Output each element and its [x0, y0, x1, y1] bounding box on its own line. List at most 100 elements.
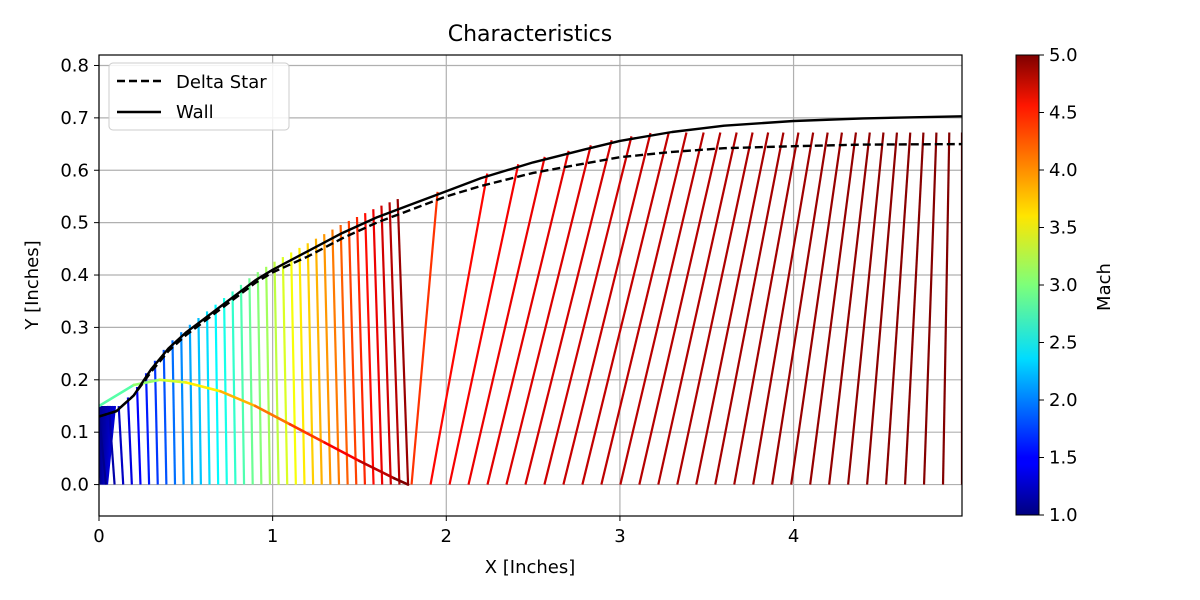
y-ticks: 0.0 0.1 0.2 0.3 0.4 0.5 0.6 0.7 0.8 — [60, 55, 99, 496]
fan-characteristic — [290, 252, 297, 485]
fan-characteristic — [135, 386, 142, 485]
fan-characteristic — [108, 410, 116, 485]
parallel-characteristic — [410, 191, 439, 485]
parallel-characteristic — [733, 132, 800, 485]
expansion-curve-segment — [323, 441, 361, 463]
fan-characteristic — [197, 318, 203, 485]
parallel-characteristic — [828, 132, 871, 485]
y-tick-label: 0.0 — [60, 475, 89, 496]
legend-wall-label: Wall — [176, 102, 214, 123]
colorbar-gradient — [1015, 54, 1040, 516]
parallel-characteristic — [941, 132, 951, 485]
y-tick-label: 0.4 — [60, 265, 89, 286]
parallel-characteristic — [467, 156, 546, 485]
expansion-curve-segment — [132, 378, 162, 387]
parallel-characteristic — [448, 164, 520, 485]
chart-title: Characteristics — [448, 22, 612, 47]
expansion-curve-segment — [358, 459, 396, 480]
expansion-curve-segment — [253, 404, 292, 426]
grid — [98, 55, 962, 516]
x-tick-label: 4 — [788, 526, 799, 547]
parallel-characteristic — [865, 132, 899, 485]
fan-characteristic — [222, 298, 228, 485]
expansion-curve-segment — [392, 476, 410, 486]
fan-characteristic — [162, 349, 168, 485]
parallel-characteristic — [638, 132, 722, 485]
fan-characteristic — [231, 291, 237, 485]
fan-characteristic — [273, 261, 280, 485]
legend-delta-star-label: Delta Star — [176, 72, 267, 93]
colorbar-tick-label: 4.0 — [1049, 160, 1078, 181]
fan-characteristic — [372, 209, 384, 485]
parallel-characteristic — [903, 132, 925, 485]
fan-characteristic — [144, 373, 151, 485]
fan-characteristic — [388, 202, 401, 485]
fan-characteristic — [188, 324, 194, 485]
colorbar-tick-label: 1.5 — [1049, 448, 1078, 469]
parallel-characteristic — [809, 132, 858, 485]
legend: Delta Star Wall — [108, 62, 290, 131]
fan-characteristic — [355, 216, 367, 485]
wall-line — [99, 115, 962, 418]
parallel-characteristic — [790, 132, 843, 485]
characteristic-lines — [99, 132, 962, 486]
parallel-characteristic — [429, 173, 489, 485]
fan-characteristic — [306, 243, 315, 485]
x-tick-label: 2 — [441, 526, 452, 547]
x-tick-label: 0 — [93, 526, 104, 547]
y-axis-label: Y [Inches] — [22, 240, 43, 330]
parallel-characteristic — [543, 136, 633, 485]
parallel-characteristic — [505, 145, 592, 485]
parallel-characteristic — [714, 132, 785, 485]
parallel-characteristic — [486, 150, 570, 485]
colorbar-tick-label: 2.0 — [1049, 390, 1078, 411]
fan-characteristic — [298, 247, 306, 485]
colorbar-tick-label: 3.5 — [1049, 218, 1078, 239]
parallel-characteristic — [600, 132, 688, 485]
fan-characteristic — [171, 340, 177, 485]
y-tick-label: 0.5 — [60, 213, 89, 234]
colorbar-tick-label: 1.0 — [1049, 505, 1078, 526]
fan-characteristic — [380, 205, 392, 485]
y-tick-label: 0.6 — [60, 160, 89, 181]
x-tick-label: 1 — [267, 526, 278, 547]
fan-characteristic — [323, 234, 332, 485]
fan-characteristic — [339, 224, 349, 485]
fan-characteristic — [396, 199, 410, 485]
colorbar-label: Mach — [1094, 263, 1115, 311]
parallel-characteristic — [922, 132, 938, 485]
expansion-curve-segment — [158, 378, 188, 384]
colorbar-tick-label: 4.5 — [1049, 103, 1078, 124]
parallel-characteristic — [847, 132, 885, 485]
parallel-characteristic — [676, 132, 754, 485]
colorbar-tick-label: 3.0 — [1049, 275, 1078, 296]
fan-characteristic — [347, 220, 358, 485]
fan-characteristic — [180, 332, 185, 485]
legend-box — [108, 62, 290, 131]
plot-frame — [98, 54, 963, 517]
fan-characteristic — [205, 311, 211, 485]
fan-characteristic — [256, 272, 263, 485]
parallel-characteristic — [619, 132, 705, 485]
fan-characteristic — [248, 278, 254, 485]
parallel-characteristic — [771, 132, 829, 485]
y-tick-label: 0.2 — [60, 370, 89, 391]
y-tick-label: 0.1 — [60, 422, 89, 443]
parallel-characteristic — [657, 132, 738, 485]
fan-characteristic — [239, 284, 246, 485]
colorbar-tick-label: 2.5 — [1049, 333, 1078, 354]
parallel-characteristic — [752, 132, 815, 485]
x-tick-label: 3 — [614, 526, 625, 547]
fan-characteristic — [265, 266, 272, 485]
expansion-curve-segment — [219, 390, 257, 408]
delta-star-line — [99, 142, 962, 418]
fan-characteristic — [314, 238, 323, 485]
expansion-curve-segment — [288, 423, 327, 444]
colorbar-tick-label: 5.0 — [1049, 45, 1078, 66]
parallel-characteristic — [524, 140, 613, 485]
colorbar: 1.0 1.5 2.0 2.5 3.0 3.5 4.0 4.5 5.0 Mach — [1015, 45, 1115, 526]
fan-characteristic — [126, 397, 133, 485]
parallel-characteristic — [562, 132, 652, 485]
fan-characteristic — [281, 257, 289, 485]
expansion-curve-segment — [99, 383, 136, 408]
